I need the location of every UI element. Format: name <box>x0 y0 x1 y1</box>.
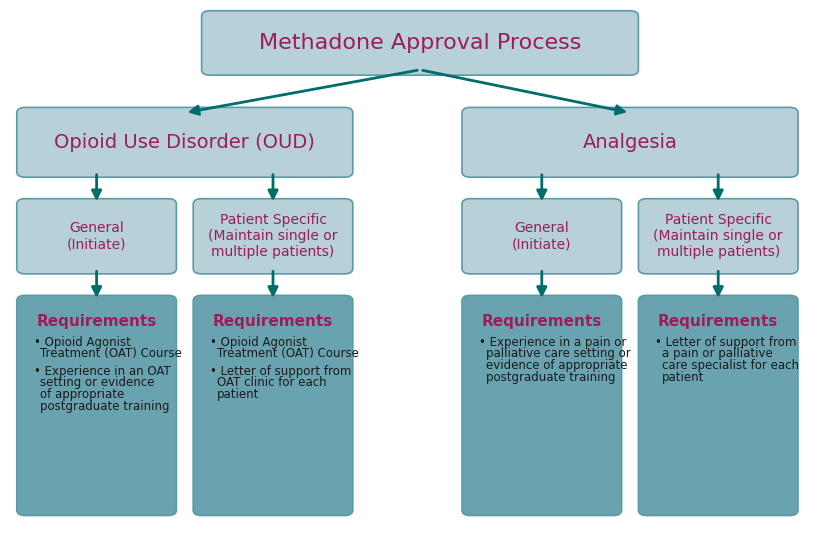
Text: a pain or palliative: a pain or palliative <box>662 347 773 360</box>
Text: Opioid Use Disorder (OUD): Opioid Use Disorder (OUD) <box>55 133 315 152</box>
FancyBboxPatch shape <box>17 107 353 177</box>
FancyBboxPatch shape <box>193 295 353 516</box>
FancyBboxPatch shape <box>638 295 798 516</box>
Text: Requirements: Requirements <box>481 314 602 329</box>
Text: Patient Specific
(Maintain single or
multiple patients): Patient Specific (Maintain single or mul… <box>654 213 783 259</box>
Text: patient: patient <box>662 371 704 384</box>
Text: • Opioid Agonist: • Opioid Agonist <box>34 336 130 349</box>
Text: OAT clinic for each: OAT clinic for each <box>217 376 327 389</box>
Text: Requirements: Requirements <box>658 314 779 329</box>
Text: Patient Specific
(Maintain single or
multiple patients): Patient Specific (Maintain single or mul… <box>208 213 338 259</box>
FancyBboxPatch shape <box>462 295 622 516</box>
FancyBboxPatch shape <box>193 199 353 274</box>
Text: of appropriate: of appropriate <box>40 388 124 401</box>
Text: General
(Initiate): General (Initiate) <box>512 221 571 251</box>
FancyBboxPatch shape <box>462 199 622 274</box>
Text: • Letter of support from: • Letter of support from <box>210 365 351 378</box>
Text: care specialist for each: care specialist for each <box>662 359 799 372</box>
FancyBboxPatch shape <box>638 199 798 274</box>
Text: Analgesia: Analgesia <box>583 133 677 152</box>
Text: • Experience in an OAT: • Experience in an OAT <box>34 365 171 378</box>
Text: patient: patient <box>217 388 259 401</box>
Text: Methadone Approval Process: Methadone Approval Process <box>259 33 581 53</box>
FancyBboxPatch shape <box>17 295 176 516</box>
Text: Treatment (OAT) Course: Treatment (OAT) Course <box>217 347 359 360</box>
Text: postgraduate training: postgraduate training <box>486 371 615 384</box>
Text: evidence of appropriate: evidence of appropriate <box>486 359 627 372</box>
FancyBboxPatch shape <box>202 11 638 75</box>
Text: General
(Initiate): General (Initiate) <box>67 221 126 251</box>
Text: palliative care setting or: palliative care setting or <box>486 347 630 360</box>
Text: • Experience in a pain or: • Experience in a pain or <box>479 336 626 349</box>
FancyBboxPatch shape <box>17 199 176 274</box>
Text: Requirements: Requirements <box>36 314 157 329</box>
Text: postgraduate training: postgraduate training <box>40 400 170 413</box>
Text: • Opioid Agonist: • Opioid Agonist <box>210 336 307 349</box>
FancyBboxPatch shape <box>462 107 798 177</box>
Text: Requirements: Requirements <box>213 314 333 329</box>
Text: Treatment (OAT) Course: Treatment (OAT) Course <box>40 347 182 360</box>
Text: • Letter of support from: • Letter of support from <box>655 336 796 349</box>
Text: setting or evidence: setting or evidence <box>40 376 155 389</box>
